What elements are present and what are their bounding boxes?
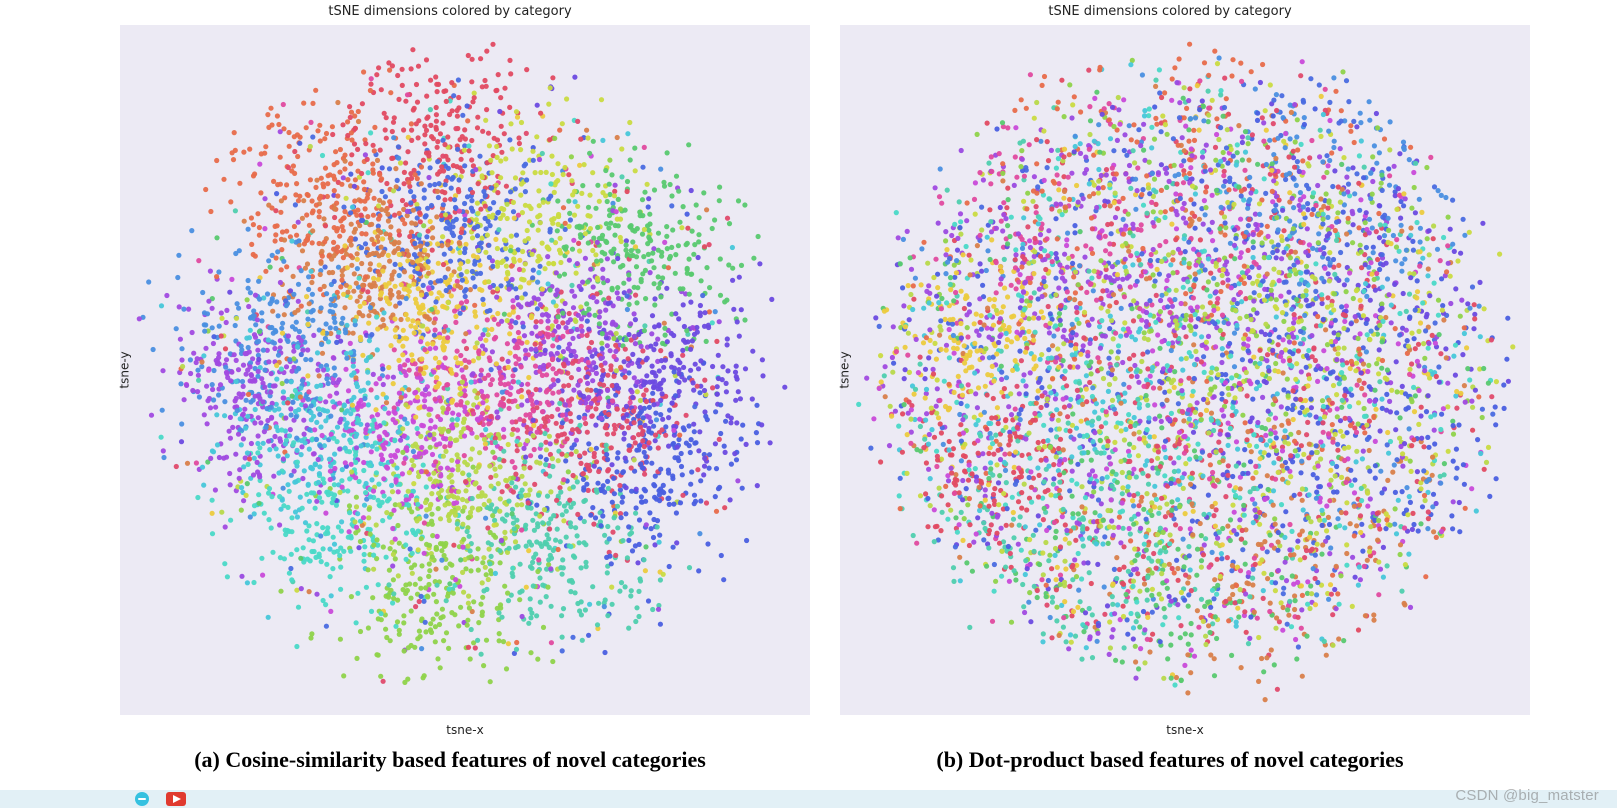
watermark: CSDN @big_matster bbox=[1455, 787, 1599, 804]
panel-left: tSNE dimensions colored by category tsne… bbox=[90, 0, 810, 773]
plot-right: tsne-y bbox=[840, 25, 1530, 715]
bottom-strip bbox=[0, 790, 1617, 808]
scatter-right bbox=[840, 25, 1530, 715]
ylabel-right: tsne-y bbox=[838, 351, 852, 388]
panel-right-title: tSNE dimensions colored by category bbox=[810, 0, 1530, 25]
xlabel-left: tsne-x bbox=[120, 715, 810, 737]
caption-left: (a) Cosine-similarity based features of … bbox=[90, 737, 810, 773]
figure-row: tSNE dimensions colored by category tsne… bbox=[0, 0, 1617, 773]
strip-icon-2 bbox=[162, 790, 190, 808]
plot-left: tsne-y bbox=[120, 25, 810, 715]
panel-right: tSNE dimensions colored by category tsne… bbox=[810, 0, 1530, 773]
xlabel-right: tsne-x bbox=[840, 715, 1530, 737]
ylabel-left: tsne-y bbox=[118, 351, 132, 388]
strip-icon-1 bbox=[128, 790, 156, 808]
panel-left-title: tSNE dimensions colored by category bbox=[90, 0, 810, 25]
caption-right: (b) Dot-product based features of novel … bbox=[810, 737, 1530, 773]
scatter-left bbox=[120, 25, 810, 715]
